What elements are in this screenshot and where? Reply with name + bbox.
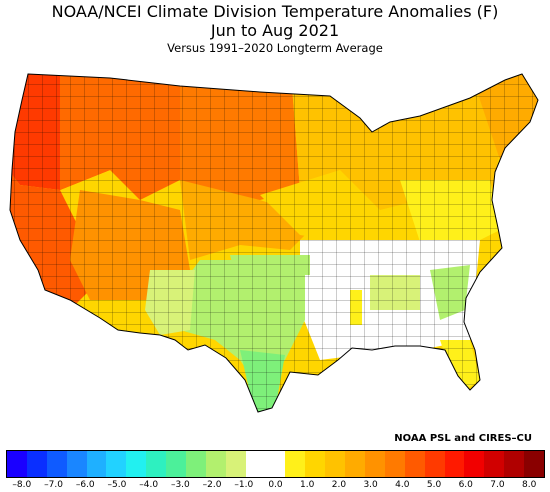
legend-swatch	[285, 451, 306, 477]
legend-swatch	[225, 451, 246, 477]
legend-swatch	[365, 451, 385, 477]
division-boundaries	[10, 74, 538, 412]
legend-tick-label: 6.0	[458, 480, 473, 490]
legend-tick-label: –1.0	[234, 480, 254, 490]
legend-swatch	[245, 451, 266, 477]
legend-swatch	[205, 451, 226, 477]
us-climate-division-map	[9, 73, 539, 413]
legend-swatch	[444, 451, 465, 477]
legend-tick-labels: –8.0 –7.0 –6.0 –5.0 –4.0 –3.0 –2.0 –1.0 0.0 1.0 2.…	[6, 480, 545, 492]
legend-swatch	[464, 451, 485, 477]
map-period: Jun to Aug 2021	[210, 21, 340, 40]
credit-text: NOAA PSL and CIRES–CU	[394, 433, 532, 444]
legend-tick-label: –3.0	[170, 480, 190, 490]
legend-tick-label: 0.0	[268, 480, 283, 490]
legend-swatch	[325, 451, 346, 477]
legend-tick-label: 2.0	[331, 480, 347, 490]
legend-swatch	[166, 451, 187, 477]
legend-tick-label: 4.0	[395, 480, 410, 490]
legend-swatch	[384, 451, 405, 477]
legend-tick-label: –4.0	[139, 480, 159, 490]
legend-swatch	[265, 451, 286, 477]
map-title: NOAA/NCEI Climate Division Temperature A…	[51, 2, 499, 21]
legend-swatch	[106, 451, 127, 477]
legend-tick-label: 8.0	[521, 480, 537, 490]
legend-swatch	[484, 451, 505, 477]
legend-swatch	[146, 451, 167, 477]
legend-tick-label: 3.0	[363, 480, 378, 490]
legend-tick-label: –5.0	[107, 480, 127, 490]
legend-swatch	[126, 451, 147, 477]
us-outline	[9, 73, 539, 413]
legend-swatch	[66, 451, 87, 477]
color-legend-bar	[6, 450, 545, 478]
legend-swatch	[46, 451, 67, 477]
legend-swatch	[86, 451, 107, 477]
legend-tick-label: 7.0	[490, 480, 505, 490]
legend-swatch	[305, 451, 326, 477]
legend-tick-label: –2.0	[202, 480, 222, 490]
legend-swatch	[345, 451, 366, 477]
legend-swatch	[424, 451, 445, 477]
legend-swatch	[186, 451, 206, 477]
map-subtitle: Versus 1991–2020 Longterm Average	[167, 41, 383, 55]
legend-swatch	[26, 451, 47, 477]
legend-swatch	[404, 451, 425, 477]
legend-swatch	[7, 451, 27, 477]
legend-tick-label: –6.0	[75, 480, 95, 490]
legend-tick-label: –7.0	[44, 480, 63, 490]
legend-swatch	[524, 451, 545, 477]
legend-tick-label: –8.0	[12, 480, 32, 490]
legend-tick-label: 1.0	[300, 480, 315, 490]
legend-tick-label: 5.0	[426, 480, 442, 490]
legend-swatch	[504, 451, 525, 477]
